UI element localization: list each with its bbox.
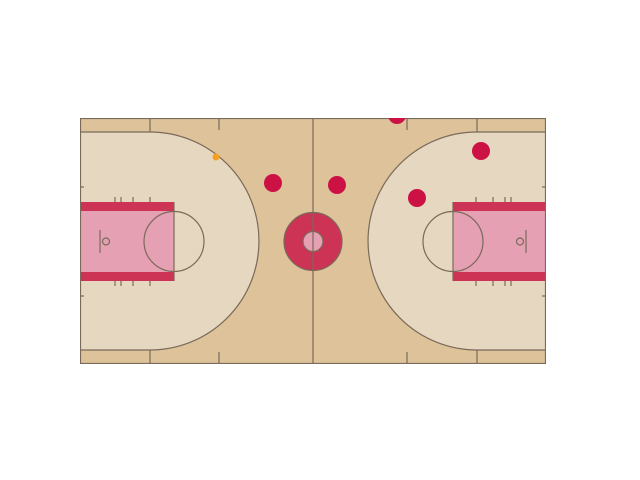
player-marker[interactable] — [264, 174, 282, 192]
right-three-point-line — [367, 131, 546, 351]
right-paint-stripe-top — [453, 202, 546, 211]
right-lane-hash-marks — [475, 197, 512, 286]
player-marker[interactable] — [388, 106, 406, 124]
left-free-throw-circle — [143, 210, 205, 273]
left-paint-stripe-bottom — [80, 272, 174, 281]
left-three-point-line — [80, 131, 260, 351]
left-paint-area — [80, 202, 174, 281]
right-hoop — [515, 237, 525, 246]
basketball-court — [80, 106, 546, 364]
court-boundary — [80, 118, 546, 364]
right-free-throw-circle — [422, 210, 484, 273]
player-marker[interactable] — [472, 142, 490, 160]
left-hoop — [101, 237, 111, 246]
left-paint-stripe-top — [80, 202, 174, 211]
player-marker[interactable] — [408, 189, 426, 207]
player-marker[interactable] — [328, 176, 346, 194]
right-paint-area — [453, 202, 546, 281]
right-paint-stripe-bottom — [453, 272, 546, 281]
left-lane-hash-marks — [114, 197, 151, 286]
ball-marker[interactable] — [212, 153, 220, 161]
